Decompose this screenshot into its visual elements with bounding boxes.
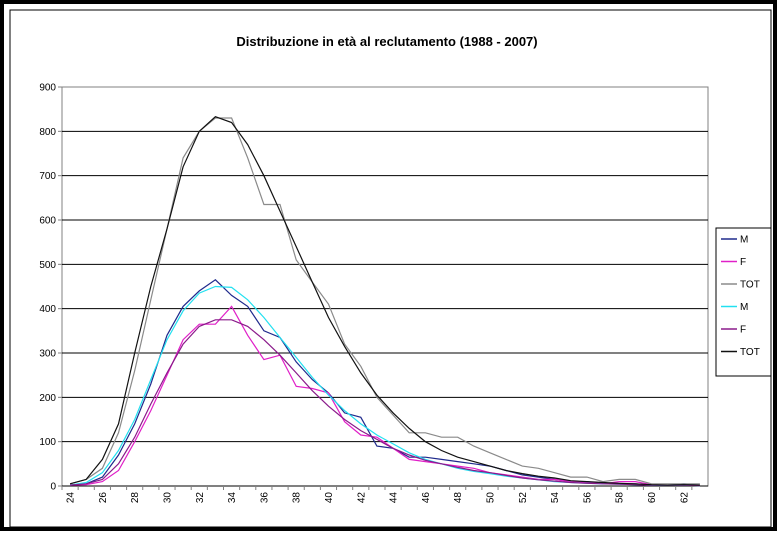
x-tick-label: 38 bbox=[292, 492, 303, 504]
x-tick-label: 46 bbox=[421, 492, 432, 504]
x-tick-label: 42 bbox=[356, 492, 367, 504]
y-tick-label: 300 bbox=[39, 349, 56, 360]
x-tick-label: 30 bbox=[162, 492, 173, 504]
x-tick-label: 40 bbox=[324, 492, 335, 504]
legend-label: TOT bbox=[740, 347, 760, 358]
legend-label: M bbox=[740, 302, 748, 313]
y-tick-label: 600 bbox=[39, 216, 56, 227]
legend-label: TOT bbox=[740, 280, 760, 291]
x-tick-label: 36 bbox=[259, 492, 270, 504]
y-tick-label: 100 bbox=[39, 437, 56, 448]
x-tick-label: 48 bbox=[453, 492, 464, 504]
series-line bbox=[69, 116, 700, 486]
x-tick-label: 58 bbox=[615, 492, 626, 504]
y-tick-label: 400 bbox=[39, 304, 56, 315]
x-tick-label: 52 bbox=[518, 492, 529, 504]
y-tick-label: 200 bbox=[39, 393, 56, 404]
y-tick-label: 500 bbox=[39, 260, 56, 271]
y-tick-label: 0 bbox=[50, 482, 56, 493]
series-line bbox=[70, 319, 700, 487]
x-tick-label: 54 bbox=[550, 492, 561, 504]
legend-label: F bbox=[740, 325, 746, 336]
legend-label: F bbox=[740, 257, 746, 268]
x-tick-label: 56 bbox=[582, 492, 593, 504]
chart-title: Distribuzione in età al reclutamento (19… bbox=[236, 34, 537, 49]
x-tick-label: 24 bbox=[66, 492, 77, 504]
x-tick-label: 44 bbox=[389, 492, 400, 504]
y-tick-label: 800 bbox=[39, 127, 56, 138]
plot-area bbox=[61, 86, 709, 487]
y-tick-label: 700 bbox=[39, 171, 56, 182]
x-tick-label: 60 bbox=[647, 492, 658, 504]
x-tick-label: 62 bbox=[679, 492, 690, 504]
x-tick-label: 32 bbox=[195, 492, 206, 504]
y-tick-label: 900 bbox=[39, 83, 56, 94]
x-tick-label: 26 bbox=[98, 492, 109, 504]
x-tick-label: 50 bbox=[485, 492, 496, 504]
x-tick-label: 34 bbox=[227, 492, 238, 504]
series-line bbox=[69, 117, 700, 485]
x-tick-label: 28 bbox=[130, 492, 141, 504]
legend-label: M bbox=[740, 235, 748, 246]
